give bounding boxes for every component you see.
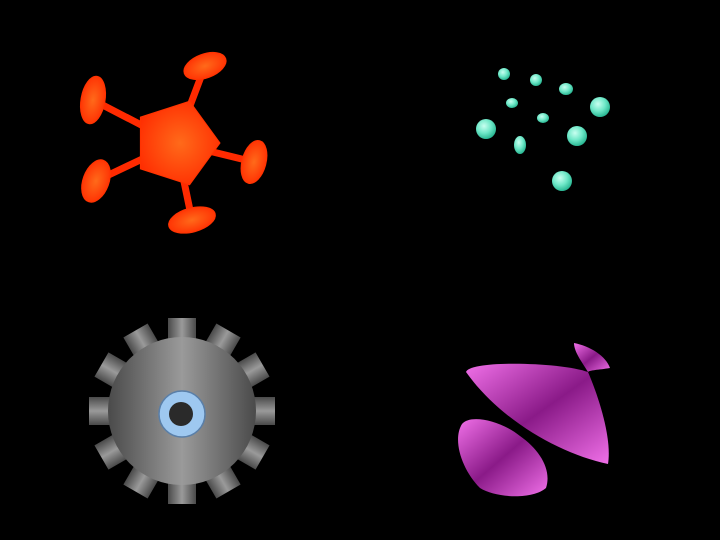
bubble bbox=[498, 68, 510, 80]
bowtie-lower-wing bbox=[458, 419, 548, 497]
magenta-bow-tie bbox=[458, 343, 610, 497]
orange-pentagon-molecule bbox=[79, 51, 268, 234]
bowtie-main-wing bbox=[466, 363, 609, 464]
bubble bbox=[530, 74, 542, 86]
molecule-node bbox=[240, 140, 268, 184]
bubble bbox=[506, 98, 518, 108]
bowtie-top-tip bbox=[574, 343, 610, 372]
bubble bbox=[514, 136, 526, 154]
molecule-node bbox=[183, 51, 227, 81]
bubble bbox=[476, 119, 496, 139]
bubble bbox=[559, 83, 573, 95]
molecule-node bbox=[168, 206, 216, 234]
bubble bbox=[567, 126, 587, 146]
gray-gear bbox=[89, 318, 275, 504]
teal-bubble-cluster bbox=[476, 68, 610, 191]
molecule-pentagon-core bbox=[139, 100, 221, 186]
gear-axle-hole bbox=[169, 402, 193, 426]
molecule-node bbox=[81, 159, 111, 203]
bubble bbox=[590, 97, 610, 117]
bubble bbox=[537, 113, 549, 123]
molecule-nodes bbox=[79, 51, 268, 234]
molecule-node bbox=[79, 75, 107, 125]
bubble bbox=[552, 171, 572, 191]
